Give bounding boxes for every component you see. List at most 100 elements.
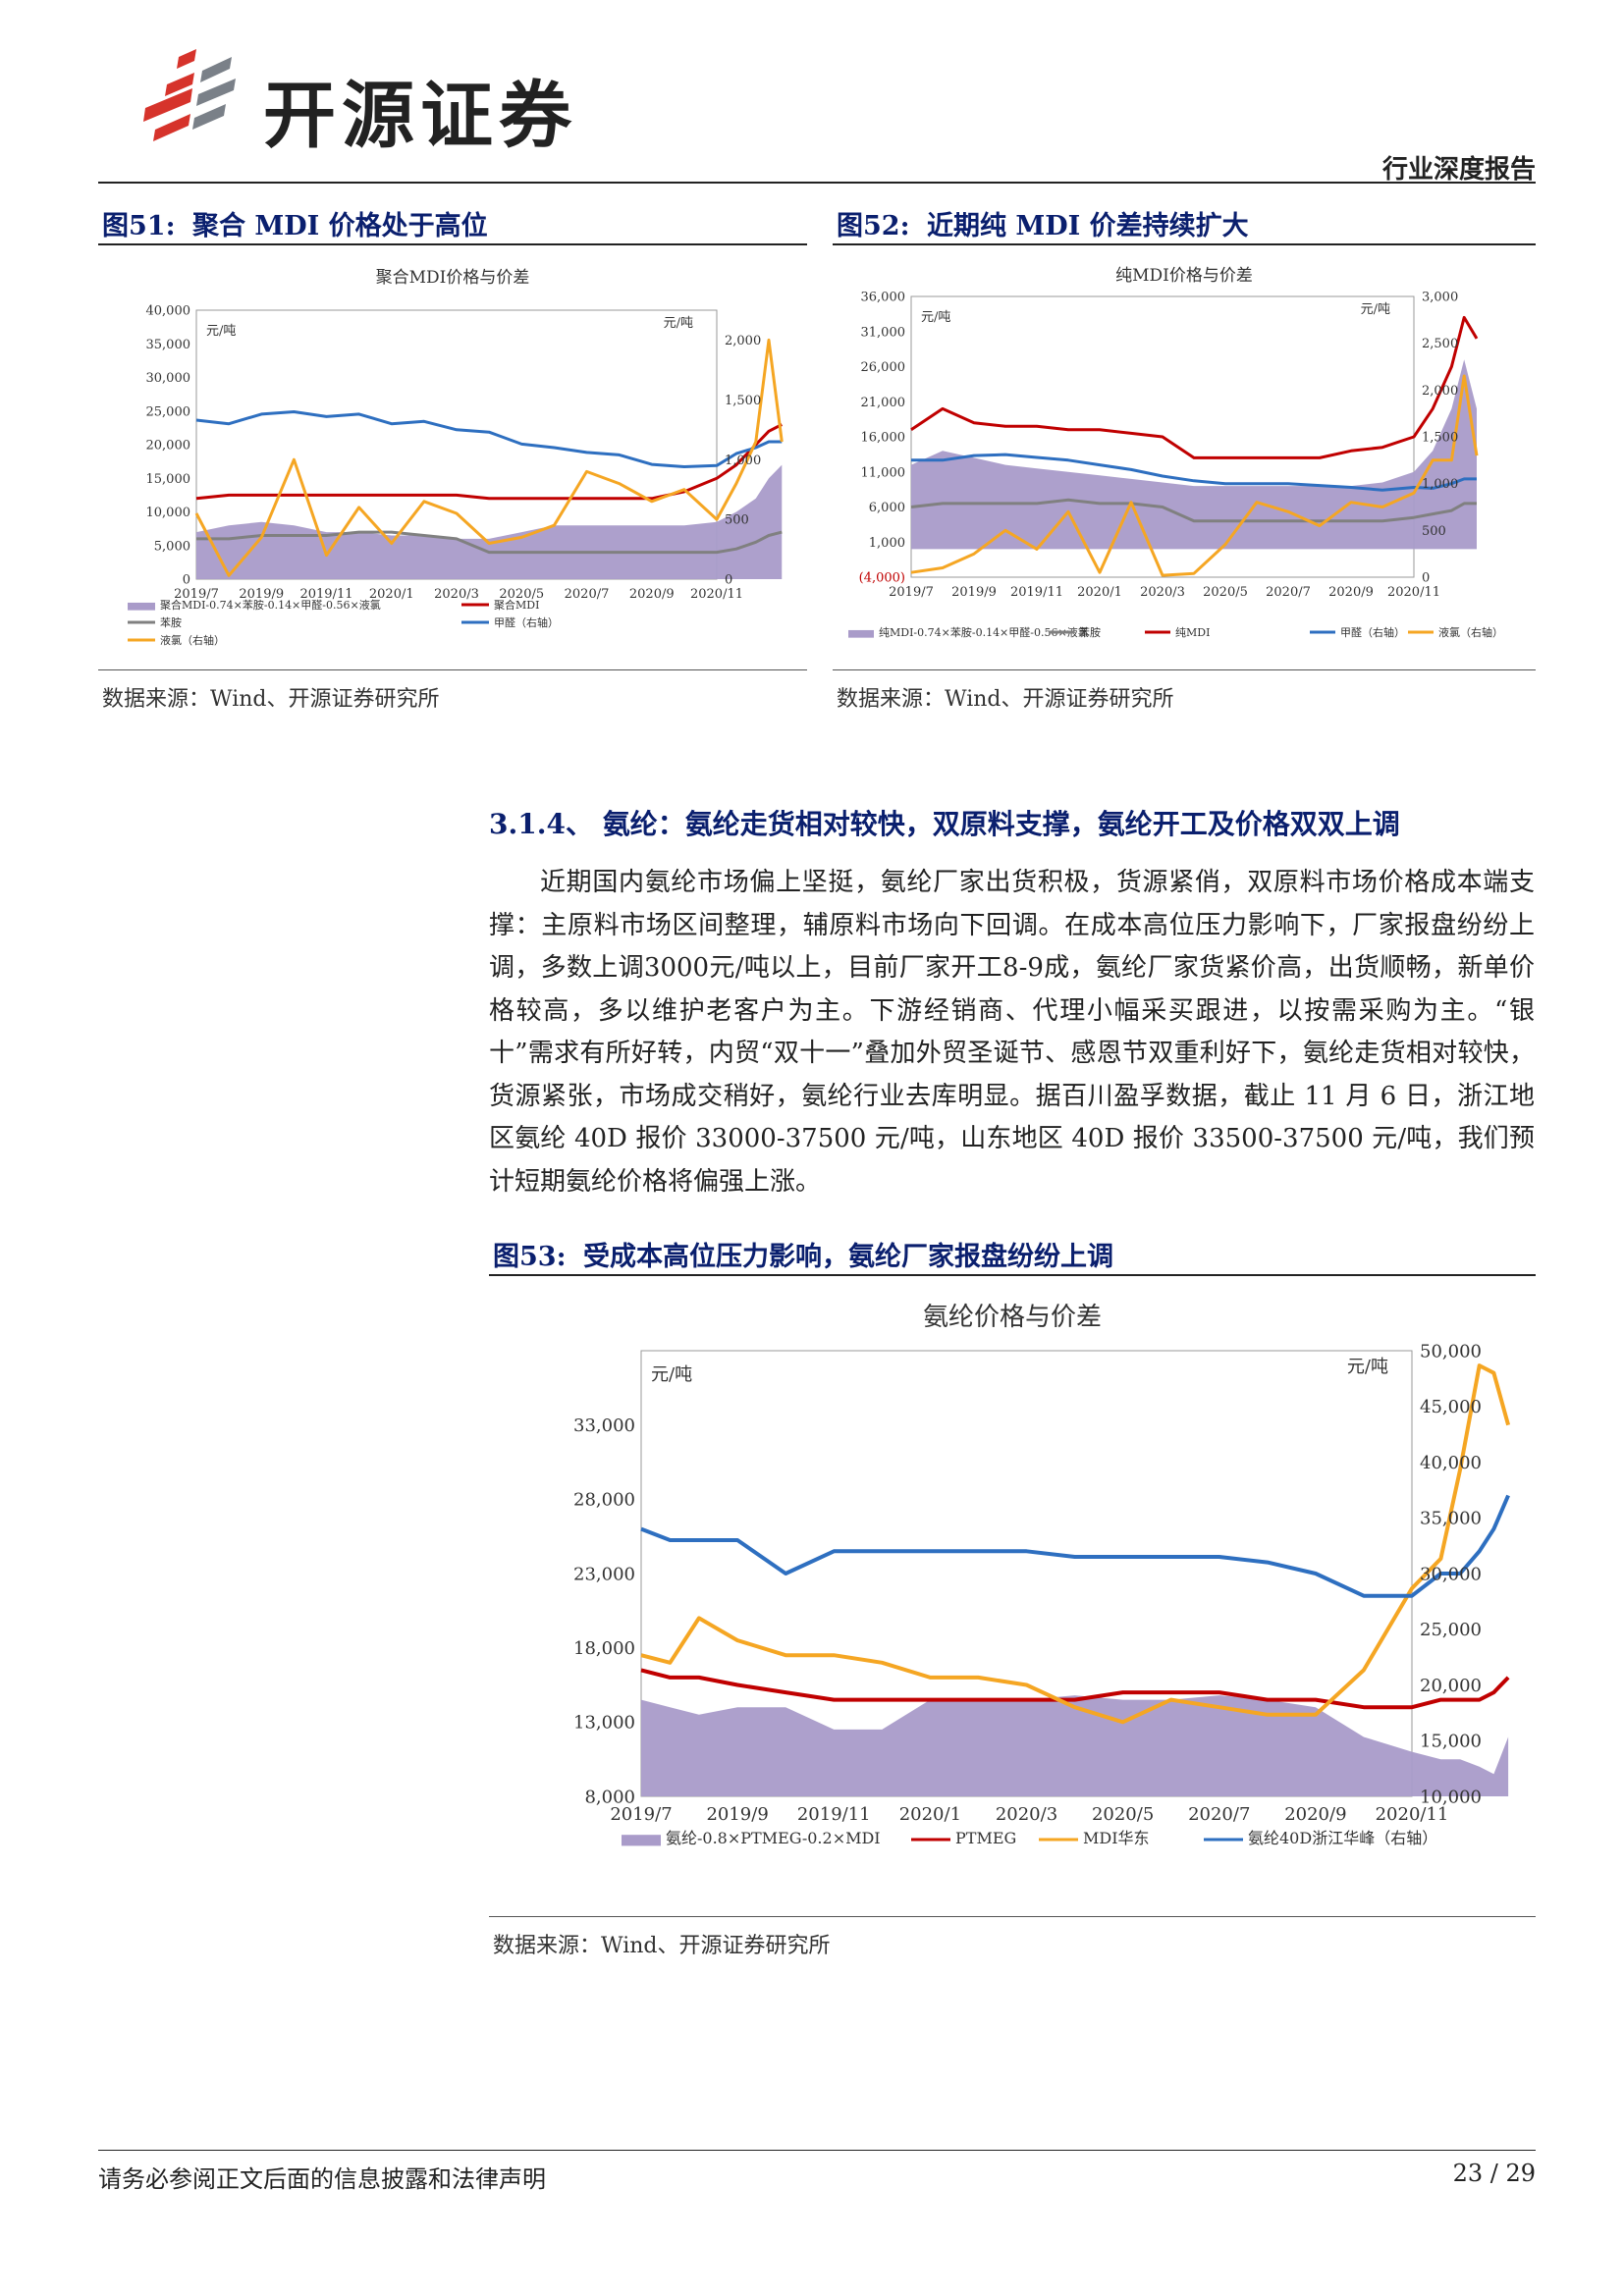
fig53-rule [489, 1274, 1536, 1276]
y-left-tick-label: 28,000 [573, 1490, 635, 1511]
y-left-tick-label: 5,000 [154, 539, 190, 554]
series-line-1 [196, 530, 783, 555]
y-left-tick-label: 23,000 [573, 1564, 635, 1584]
series-line-2 [640, 1363, 1511, 1725]
x-tick-label: 2020/3 [1140, 585, 1185, 600]
x-tick-label: 2020/11 [1376, 1804, 1449, 1825]
fig51-source-rule [98, 669, 807, 670]
y-left-tick-label: 18,000 [573, 1638, 635, 1659]
x-tick-label: 2020/7 [1266, 585, 1311, 600]
y-left-tick-label: 26,000 [861, 360, 906, 375]
fig52-caption: 图52: 近期纯 MDI 价差持续扩大 [837, 204, 1249, 242]
x-tick-label: 2020/3 [996, 1804, 1057, 1825]
fig51-title: 聚合 MDI 价格处于高位 [191, 211, 488, 241]
legend-label: 液氯（右轴） [1438, 625, 1503, 639]
unit-left-label: 元/吨 [921, 310, 950, 325]
page-number: 23 / 29 [1452, 2160, 1536, 2187]
series-area-0 [196, 464, 783, 579]
x-tick-label: 2020/5 [1092, 1804, 1154, 1825]
y-left-tick-label: 8,000 [584, 1787, 635, 1807]
legend-label: 纯MDI-0.74×苯胺-0.14×甲醛-0.56×液氯 [879, 625, 1089, 639]
fig52-chart: 纯MDI价格与价差 2019/7 2019/9 2019/11 2020/1 2020/3… [848, 266, 1503, 639]
series-area-0 [641, 1695, 1509, 1796]
y-left-tick-label: 0 [183, 573, 190, 588]
y-right-tick-label: 0 [725, 573, 732, 588]
x-tick-label: 2019/9 [951, 585, 997, 600]
x-tick-label: 2020/5 [499, 587, 544, 602]
y-right-tick-label: 1,500 [1422, 431, 1458, 446]
y-right-tick-label: 10,000 [1420, 1787, 1482, 1807]
unit-right-label: 元/吨 [1361, 302, 1390, 317]
unit-right-label: 元/吨 [1347, 1357, 1388, 1377]
y-right-tick-label: 25,000 [1420, 1620, 1482, 1640]
x-tick-label: 2019/7 [889, 585, 934, 600]
legend-label: MDI华东 [1083, 1829, 1150, 1847]
y-left-tick-label: 6,000 [869, 501, 905, 515]
y-right-tick-label: 500 [1422, 524, 1446, 539]
section-paragraph: 近期国内氨纶市场偏上坚挺，氨纶厂家出货积极，货源紧俏，双原料市场价格成本端支撑：… [489, 868, 1535, 1197]
y-right-tick-label: 2,000 [1422, 384, 1458, 399]
y-left-tick-label: 13,000 [573, 1713, 635, 1734]
fig53-caption: 图53: 受成本高位压力影响，氨纶厂家报盘纷纷上调 [493, 1235, 1113, 1273]
fig51-caption: 图51: 聚合 MDI 价格处于高位 [102, 204, 488, 242]
section-heading: 3.1.4、 氨纶：氨纶走货相对较快，双原料支撑，氨纶开工及价格双双上调 [489, 808, 1400, 840]
fig52-label: 图52: [837, 211, 910, 241]
fig51-chart: 聚合MDI价格与价差 2019/7 2019/9 2019/11 2020/1 2020/… [128, 268, 784, 647]
chart-title: 纯MDI价格与价差 [1115, 266, 1253, 286]
legend-label: 液氯（右轴） [160, 633, 225, 647]
fig53-source-rule [489, 1916, 1536, 1917]
legend-label: 氨纶40D浙江华峰（右轴） [1248, 1829, 1437, 1847]
legend-label: 苯胺 [1079, 625, 1101, 639]
legend-swatch [848, 629, 874, 638]
y-right-tick-label: 35,000 [1420, 1509, 1482, 1529]
y-right-tick-label: 40,000 [1420, 1453, 1482, 1473]
x-tick-label: 2020/1 [899, 1804, 961, 1825]
footer-divider [98, 2150, 1536, 2151]
legend-label: 聚合MDI-0.74×苯胺-0.14×甲醛-0.56×液氯 [160, 598, 381, 612]
footer-disclaimer: 请务必参阅正文后面的信息披露和法律声明 [98, 2165, 546, 2193]
legend-label: 氨纶-0.8×PTMEG-0.2×MDI [666, 1829, 881, 1847]
y-left-tick-label: 33,000 [573, 1415, 635, 1436]
chart-title: 聚合MDI价格与价差 [376, 268, 530, 288]
series-line-3 [195, 410, 783, 468]
x-tick-label: 2020/11 [690, 587, 743, 602]
y-right-tick-label: 30,000 [1420, 1564, 1482, 1584]
series-line-1 [640, 1668, 1510, 1710]
fig51-rule [98, 243, 807, 245]
legend-swatch [622, 1835, 661, 1846]
unit-left-label: 元/吨 [651, 1364, 692, 1385]
x-tick-label: 2020/1 [1077, 585, 1122, 600]
x-tick-label: 2019/7 [610, 1804, 672, 1825]
x-tick-label: 2020/11 [1387, 585, 1440, 600]
fig52-source: 数据来源：Wind、开源证券研究所 [837, 687, 1174, 712]
report-type: 行业深度报告 [1381, 155, 1536, 185]
unit-left-label: 元/吨 [206, 324, 236, 339]
y-left-tick-label: 25,000 [146, 404, 191, 419]
x-tick-label: 2020/1 [369, 587, 414, 602]
y-right-tick-label: 50,000 [1420, 1341, 1482, 1362]
x-tick-label: 2020/5 [1203, 585, 1248, 600]
y-right-tick-label: 0 [1422, 571, 1430, 586]
y-right-tick-label: 45,000 [1420, 1397, 1482, 1417]
y-left-tick-label: 11,000 [861, 465, 906, 480]
y-right-tick-label: 20,000 [1420, 1676, 1482, 1696]
fig53-label: 图53: [493, 1242, 567, 1272]
x-tick-label: 2019/9 [706, 1804, 768, 1825]
y-left-tick-label: 21,000 [861, 396, 906, 410]
y-left-tick-label: 35,000 [146, 338, 191, 352]
y-right-tick-label: 1,000 [1422, 477, 1458, 492]
fig52-rule [833, 243, 1536, 245]
y-left-tick-label: 15,000 [146, 472, 191, 487]
x-tick-label: 2020/3 [434, 587, 479, 602]
legend-label: 纯MDI [1175, 626, 1210, 639]
series-line-4 [194, 338, 784, 577]
series-line-3 [911, 453, 1477, 492]
series-line-1 [910, 498, 1477, 523]
fig53-title: 受成本高位压力影响，氨纶厂家报盘纷纷上调 [582, 1242, 1113, 1272]
legend-label: 甲醛（右轴） [494, 615, 559, 629]
series-line-4 [910, 374, 1479, 577]
legend-label: 甲醛（右轴） [1340, 625, 1405, 639]
header-divider [98, 182, 1536, 184]
x-tick-label: 2019/9 [239, 587, 284, 602]
y-left-tick-label: 16,000 [861, 431, 906, 446]
